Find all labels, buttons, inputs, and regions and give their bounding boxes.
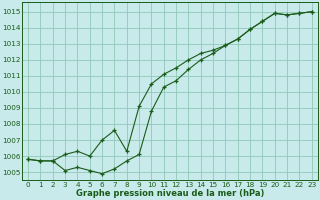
X-axis label: Graphe pression niveau de la mer (hPa): Graphe pression niveau de la mer (hPa) (76, 189, 264, 198)
